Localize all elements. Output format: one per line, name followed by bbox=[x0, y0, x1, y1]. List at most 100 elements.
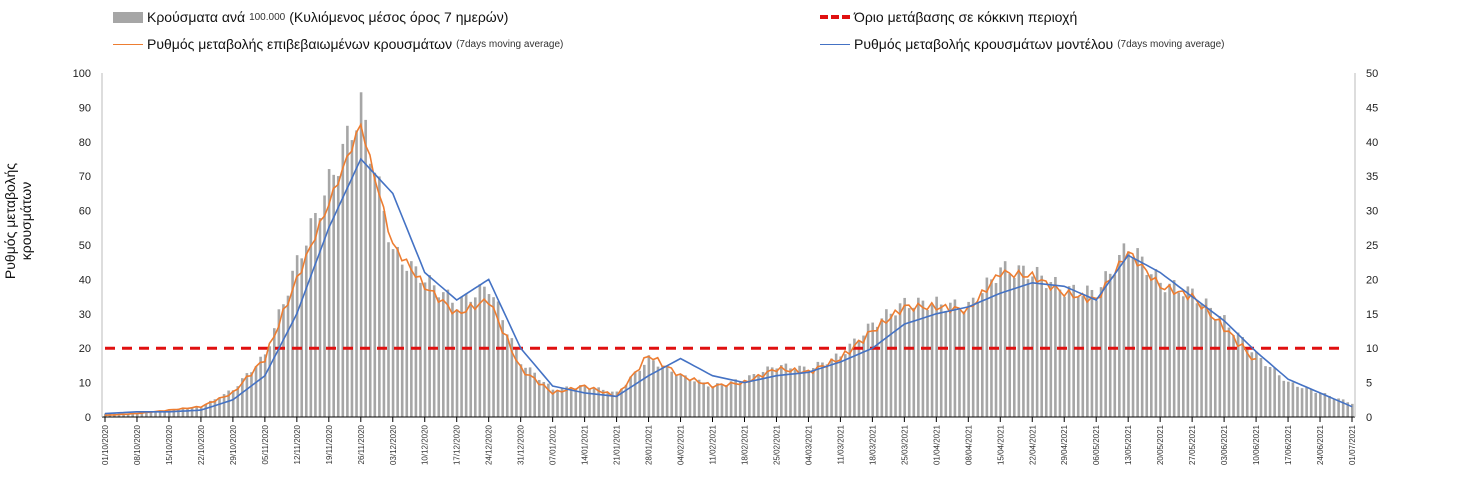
bar bbox=[802, 366, 806, 417]
bar bbox=[944, 311, 948, 417]
y-tick-label: 80 bbox=[79, 137, 91, 149]
bar bbox=[163, 410, 166, 417]
x-tick-label: 03/06/2021 bbox=[1220, 424, 1229, 465]
legend-bars-small: 100.000 bbox=[249, 11, 286, 23]
y2-tick-label: 45 bbox=[1366, 102, 1378, 114]
bar bbox=[442, 292, 445, 417]
bar bbox=[629, 376, 632, 417]
bar bbox=[1003, 261, 1007, 417]
bar bbox=[656, 366, 660, 417]
bar bbox=[323, 195, 326, 417]
bar bbox=[601, 389, 605, 417]
bar bbox=[930, 304, 934, 417]
bar bbox=[1131, 257, 1135, 417]
bar bbox=[291, 270, 294, 417]
bar bbox=[236, 386, 240, 417]
bar bbox=[684, 375, 687, 417]
bar bbox=[1044, 288, 1048, 417]
legend-bar-swatch bbox=[113, 11, 143, 23]
bar bbox=[469, 301, 473, 417]
bar bbox=[131, 413, 135, 417]
bar bbox=[1054, 276, 1057, 417]
bar bbox=[885, 309, 888, 417]
bar bbox=[912, 307, 916, 417]
bar bbox=[437, 297, 441, 417]
bar bbox=[716, 383, 719, 417]
bar bbox=[359, 92, 363, 417]
bar bbox=[1232, 335, 1235, 417]
bar bbox=[793, 369, 797, 417]
bar bbox=[154, 411, 157, 417]
x-tick-label: 13/05/2021 bbox=[1124, 424, 1133, 465]
bar bbox=[638, 370, 642, 417]
bar bbox=[177, 408, 180, 417]
bar bbox=[336, 176, 340, 417]
bar bbox=[939, 304, 943, 417]
y-tick-label: 20 bbox=[79, 343, 91, 355]
bar bbox=[277, 309, 281, 417]
bar bbox=[935, 296, 938, 417]
legend-red: Όριο μετάβασης σε κόκκινη περιοχή bbox=[820, 9, 1077, 25]
x-tick-label: 01/10/2020 bbox=[101, 424, 110, 465]
bar bbox=[907, 308, 911, 417]
bar bbox=[748, 375, 751, 417]
bar bbox=[1150, 274, 1153, 417]
y2-tick-label: 10 bbox=[1366, 343, 1378, 355]
legend-orange: Ρυθμός μεταβολής επιβεβαιωμένων κρουσμάτ… bbox=[113, 36, 563, 52]
bar bbox=[780, 365, 783, 417]
legend-bars: Κρούσματα ανά 100.000 (Κυλιόμενος μέσος … bbox=[113, 9, 508, 25]
bar bbox=[949, 302, 952, 417]
bar bbox=[400, 264, 404, 417]
bar bbox=[798, 365, 801, 417]
bar bbox=[720, 384, 724, 417]
legend-orange-label: Ρυθμός μεταβολής επιβεβαιωμένων κρουσμάτ… bbox=[147, 36, 453, 52]
x-tick-label: 22/10/2020 bbox=[197, 424, 206, 465]
bar bbox=[1223, 315, 1226, 417]
x-tick-label: 07/01/2021 bbox=[549, 424, 558, 465]
bar bbox=[1287, 381, 1290, 417]
bar bbox=[1319, 393, 1322, 417]
bar bbox=[565, 386, 568, 417]
bar bbox=[606, 392, 610, 417]
bar bbox=[1067, 286, 1071, 417]
bar bbox=[1300, 388, 1304, 417]
bar bbox=[304, 245, 308, 417]
bar bbox=[405, 270, 409, 417]
y2-tick-label: 15 bbox=[1366, 309, 1378, 321]
x-tick-label: 08/04/2021 bbox=[964, 424, 973, 465]
bar bbox=[766, 366, 769, 417]
bar bbox=[350, 140, 354, 417]
bar bbox=[551, 389, 555, 417]
bar bbox=[1181, 296, 1185, 417]
y-tick-label: 60 bbox=[79, 206, 91, 218]
bar bbox=[670, 371, 674, 417]
bar bbox=[971, 297, 975, 417]
bar bbox=[1168, 283, 1171, 417]
x-tick-label: 01/04/2021 bbox=[932, 424, 941, 465]
bar bbox=[295, 255, 299, 417]
bar bbox=[231, 390, 235, 417]
y2-tick-label: 20 bbox=[1366, 274, 1378, 286]
bar bbox=[1186, 286, 1190, 417]
bar bbox=[652, 360, 655, 417]
bar bbox=[314, 212, 317, 417]
bar bbox=[341, 143, 345, 418]
x-tick-label: 21/01/2021 bbox=[613, 424, 622, 465]
bar bbox=[419, 282, 422, 417]
bar bbox=[1104, 271, 1107, 417]
bar bbox=[346, 125, 349, 418]
bar bbox=[1086, 285, 1089, 417]
x-tick-label: 27/05/2021 bbox=[1188, 424, 1197, 465]
bar bbox=[396, 246, 399, 417]
bar bbox=[862, 335, 865, 417]
bar bbox=[967, 301, 970, 417]
bar bbox=[1122, 243, 1126, 417]
bar bbox=[1209, 307, 1212, 417]
bar bbox=[1204, 298, 1208, 417]
bar bbox=[451, 302, 454, 417]
bar bbox=[1305, 387, 1308, 417]
bar bbox=[1136, 248, 1139, 417]
bar bbox=[579, 385, 582, 417]
bar bbox=[1072, 284, 1075, 417]
bar bbox=[368, 163, 372, 417]
